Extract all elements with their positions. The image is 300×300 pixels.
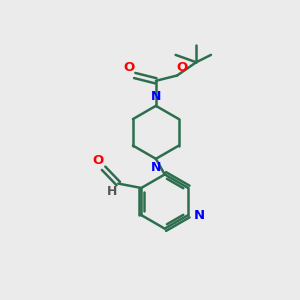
Text: N: N — [151, 91, 162, 103]
Text: O: O — [92, 154, 103, 167]
Text: O: O — [177, 61, 188, 74]
Text: H: H — [106, 185, 117, 198]
Text: N: N — [194, 208, 205, 222]
Text: N: N — [151, 161, 162, 174]
Text: O: O — [124, 61, 135, 74]
